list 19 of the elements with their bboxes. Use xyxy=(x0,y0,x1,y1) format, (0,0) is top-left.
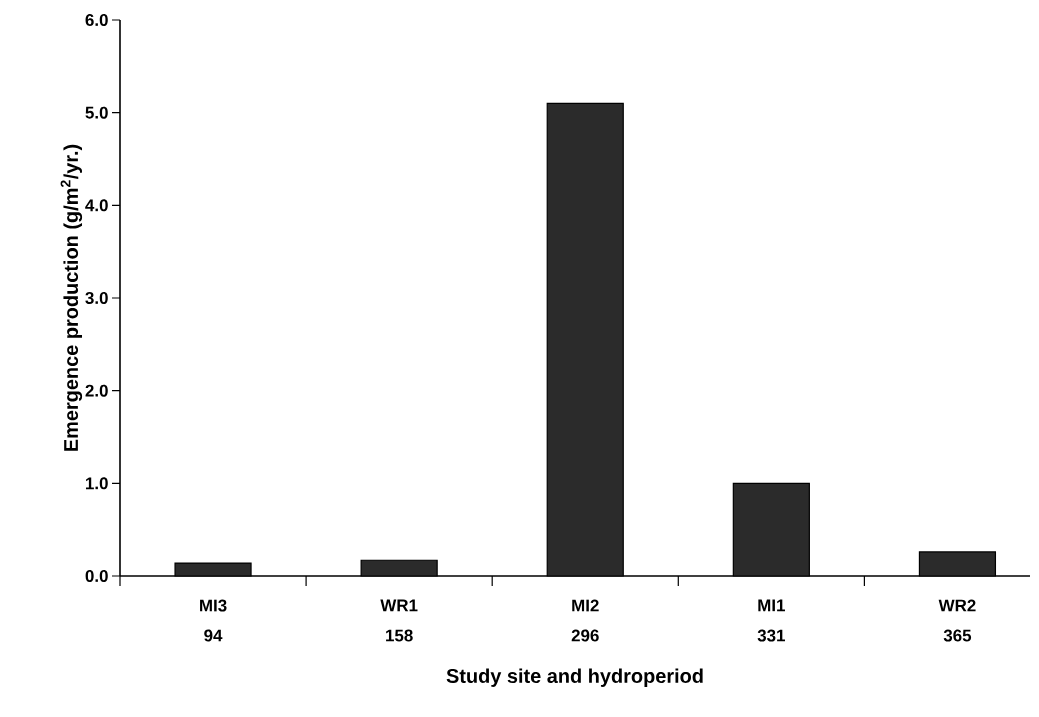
text: 158 xyxy=(386,629,413,642)
y-tick-label: 6.0 xyxy=(85,14,108,26)
text: 94 xyxy=(204,629,223,642)
y-tick-label: 5.0 xyxy=(85,106,108,119)
x-tick-label: WR1 xyxy=(380,599,418,612)
x-tick-label: MI2 xyxy=(572,599,599,612)
y-tick-label: 1.0 xyxy=(86,477,108,490)
x-axis-title: Study site and hydroperiod xyxy=(446,668,703,687)
text: 296 xyxy=(571,629,599,642)
x-tick-label: WR2 xyxy=(938,599,976,612)
y-tick-label: 0.0 xyxy=(85,570,108,582)
y-tick-label: 2.0 xyxy=(85,384,108,397)
text: 331 xyxy=(757,629,785,642)
y-tick-label: 3.0 xyxy=(85,291,108,305)
text: 365 xyxy=(943,629,972,642)
y-tick-label: 4.0 xyxy=(85,199,108,212)
x-tick-label: MI1 xyxy=(758,599,785,612)
y-axis-title: Emergence production (g/m$^{2}$/yr.) xyxy=(60,144,83,451)
x-tick-label: MI3 xyxy=(200,599,227,612)
